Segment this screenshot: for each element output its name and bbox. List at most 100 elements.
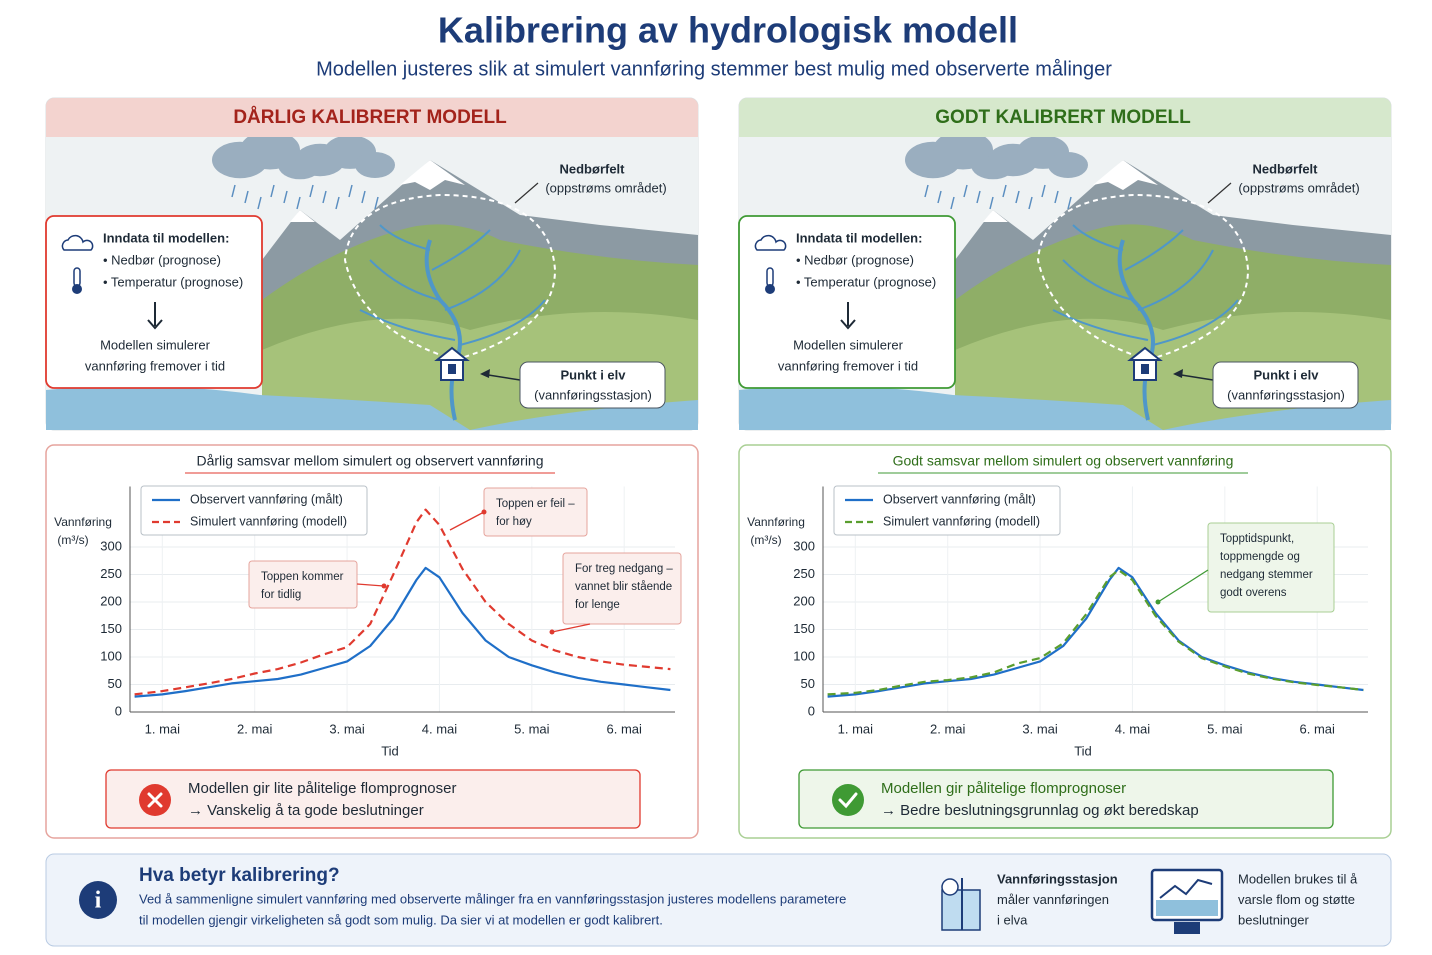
usage-info: Modellen brukes til å (1238, 871, 1358, 886)
info-box (45, 853, 1392, 947)
main-title: Kalibrering av hydrologisk modell (438, 10, 1018, 51)
catchment-pointer (514, 182, 539, 204)
y-tick-label: 300 (793, 538, 815, 553)
x-tick-label: 4. mai (422, 721, 458, 736)
monitor-water (1156, 900, 1218, 916)
annotation-text: For treg nedgang – (575, 563, 673, 575)
x-tick-label: 5. mai (1207, 721, 1243, 736)
rain (296, 196, 301, 210)
river-branch (369, 259, 441, 301)
annotation-text: for høy (496, 516, 532, 528)
annotation-arrow-head (381, 583, 387, 589)
cloud-icon (61, 234, 94, 251)
station-pointer-head (1173, 369, 1183, 378)
catchment-outline (343, 193, 557, 362)
annotation-box (562, 552, 682, 625)
rain (322, 190, 327, 204)
annotation-text: nedgang stemmer (1220, 569, 1313, 581)
verdict-title: Modellen gir lite pålitelige flomprognos… (188, 780, 456, 797)
station-sub: (vannføringsstasjon) (1227, 387, 1345, 402)
rain (374, 196, 379, 210)
annotation-text: godt overens (1220, 587, 1287, 599)
snow-cap (400, 160, 465, 190)
series-line (134, 508, 671, 696)
rain (335, 196, 340, 210)
input-title: Inndata til modellen: (103, 230, 229, 245)
input-result: vannføring fremover i tid (778, 358, 918, 373)
panel-header-base (46, 120, 698, 137)
verdict-title: Modellen gir pålitelige flomprognoser (881, 780, 1126, 797)
annotation-arrow (1157, 569, 1209, 603)
legend (140, 485, 368, 536)
y-tick-label: 50 (801, 676, 815, 691)
verdict-detail: → Bedre beslutningsgrunnlag og økt bered… (881, 802, 1199, 819)
monitor-trend (1159, 878, 1213, 899)
annotation-arrow (449, 511, 485, 531)
x-tick-label: 2. mai (237, 721, 273, 736)
info-icon-glyph: i (95, 888, 102, 914)
y-tick-label: 0 (808, 703, 815, 718)
x-tick-label: 5. mai (514, 721, 550, 736)
annotation-box (483, 487, 588, 537)
station-info: i elva (997, 912, 1028, 927)
flow-arrow-head (147, 319, 163, 330)
annotation-arrow (356, 583, 385, 587)
station-box (1212, 361, 1359, 409)
catchment-outline (1036, 193, 1250, 362)
catchment-label: Nedbørfelt (560, 161, 626, 176)
station-sub: (vannføringsstasjon) (534, 387, 652, 402)
series-line (827, 566, 1364, 698)
station-label: Punkt i elv (560, 367, 626, 382)
legend-label: Simulert vannføring (modell) (190, 514, 347, 528)
rain (989, 196, 994, 210)
info-text: Ved å sammenligne simulert vannføring me… (139, 891, 846, 906)
river-main (424, 239, 462, 421)
annotation-text: Topptidspunkt, (1220, 533, 1294, 545)
subtitle: Modellen justeres slik at simulert vannf… (316, 58, 1112, 80)
water (46, 386, 470, 430)
x-tick-label: 4. mai (1115, 721, 1151, 736)
info-title: Hva betyr kalibrering? (139, 865, 340, 886)
x-tick-label: 6. mai (1299, 721, 1335, 736)
input-item: • Nedbør (prognose) (103, 252, 221, 267)
input-item: • Temperatur (prognose) (796, 274, 936, 289)
y-tick-label: 150 (100, 621, 122, 636)
x-axis-label: Tid (1074, 743, 1092, 758)
rain (924, 184, 929, 198)
verdict-box (798, 769, 1334, 829)
rain (950, 196, 955, 210)
rain (283, 190, 288, 204)
y-tick-label: 250 (793, 566, 815, 581)
annotation-arrow-head (481, 509, 487, 515)
gauge-dial (941, 878, 959, 896)
rain (1015, 190, 1020, 204)
flow-arrow-head (840, 319, 856, 330)
input-result: Modellen simulerer (100, 337, 210, 352)
usage-info: varsle flom og støtte (1238, 892, 1355, 907)
input-item: • Nedbør (prognose) (796, 252, 914, 267)
catchment-sub: (oppstrøms området) (1238, 180, 1359, 195)
cloud (1048, 152, 1088, 178)
chart-title: Godt samsvar mellom simulert og observer… (893, 453, 1234, 469)
info-text: til modellen gjengir virkeligheten så go… (139, 912, 663, 927)
rain (1067, 196, 1072, 210)
water (739, 386, 1163, 430)
annotation-text: for lenge (575, 599, 620, 611)
catchment-label: Nedbørfelt (1253, 161, 1319, 176)
usage-info: beslutninger (1238, 912, 1309, 927)
annotation-text: toppmengde og (1220, 551, 1300, 563)
rain (963, 184, 968, 198)
verdict-symbol (147, 792, 163, 808)
y-tick-label: 150 (793, 621, 815, 636)
station-window (448, 364, 456, 374)
chart-title: Dårlig samsvar mellom simulert og observ… (197, 453, 544, 469)
river-branch (459, 299, 546, 346)
y-tick-label: 50 (108, 676, 122, 691)
rain (231, 184, 236, 198)
panel: DÅRLIG KALIBRERT MODELL Inndata til model… (45, 97, 699, 839)
annotation-arrow-head (549, 629, 555, 635)
y-axis-label: Vannføring (747, 515, 805, 529)
catchment-pointer (1207, 182, 1232, 204)
